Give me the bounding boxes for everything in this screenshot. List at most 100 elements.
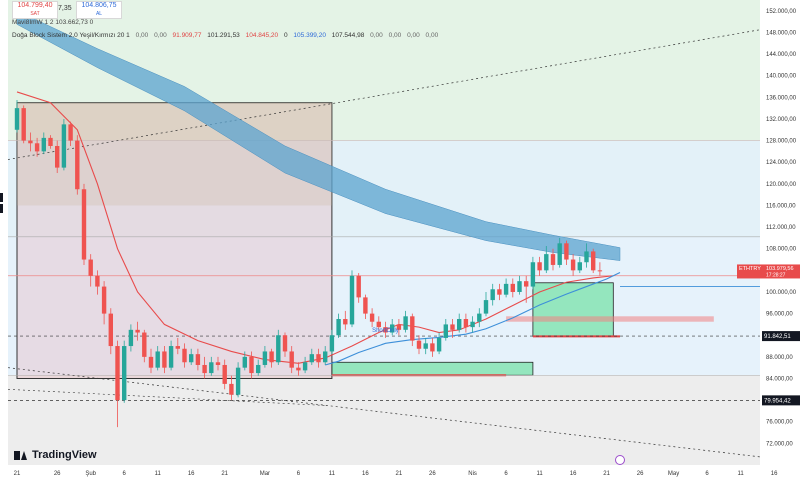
x-tick-label: Şub — [85, 471, 96, 477]
candle-body — [410, 316, 415, 341]
trendline-upper — [7, 29, 761, 160]
candle-body — [48, 137, 53, 146]
x-tick-label: 21 — [396, 471, 403, 477]
candle-body — [497, 289, 502, 295]
candle-body — [68, 124, 73, 141]
candle-body — [269, 351, 274, 363]
candle-body — [55, 145, 60, 168]
y-tick-label: 148.000,00 — [766, 30, 797, 36]
x-tick-label: 11 — [329, 471, 336, 477]
candle-body — [416, 340, 422, 349]
y-tick-label: 72.000,00 — [766, 441, 793, 447]
x-tick-label: 6 — [297, 471, 301, 477]
y-tick-label: 136.000,00 — [766, 95, 797, 101]
candle-body — [222, 364, 227, 384]
y-tick-label: 112.000,00 — [766, 225, 796, 231]
y-tick-label: 120.000,00 — [766, 182, 797, 188]
sell-label: SAT — [30, 11, 40, 17]
candle-body — [162, 351, 167, 368]
candle-body — [309, 354, 314, 363]
candle-body — [148, 356, 154, 368]
x-tick-label: 6 — [504, 471, 508, 477]
candle-body — [329, 335, 335, 352]
x-tick-label: Mar — [260, 471, 270, 477]
candle-body — [108, 313, 113, 347]
candle-body — [61, 124, 67, 168]
candle-body — [463, 319, 469, 328]
candle-body — [597, 270, 603, 272]
buy-button[interactable]: 104.806,75 AL — [76, 1, 122, 19]
candle-body — [503, 283, 509, 295]
level-price-label-bg — [762, 331, 800, 342]
candle-body — [88, 259, 93, 276]
y-tick-label: 140.000,00 — [766, 74, 797, 80]
candle-body — [95, 275, 100, 287]
x-tick-label: 11 — [737, 471, 744, 477]
candle-body — [296, 367, 301, 371]
candle-body — [256, 364, 261, 374]
price-axis-bg — [760, 0, 800, 480]
candle-body — [115, 346, 120, 401]
candle-body — [41, 137, 46, 152]
candle-body — [168, 346, 174, 368]
candle-body — [316, 354, 321, 363]
candle-body — [403, 316, 408, 330]
candle-body — [430, 343, 435, 352]
x-tick-label: 26 — [54, 471, 61, 477]
x-tick-label: Nis — [468, 471, 477, 477]
cloud-ribbon — [16, 10, 621, 261]
candle-body — [537, 262, 542, 271]
candle-body — [457, 319, 462, 330]
candle-body — [577, 262, 582, 271]
candle-body — [195, 354, 201, 365]
candle-body — [591, 251, 596, 271]
x-tick-label: 11 — [536, 471, 543, 477]
x-tick-label: 16 — [570, 471, 577, 477]
x-tick-label: 21 — [14, 471, 21, 477]
candle-body — [356, 275, 361, 298]
bear-zone — [506, 316, 714, 322]
y-tick-label: 116.000,00 — [766, 203, 796, 209]
candle-body — [189, 354, 194, 363]
candle-body — [450, 324, 455, 330]
x-tick-label: 6 — [123, 471, 127, 477]
candle-body — [175, 346, 180, 349]
y-tick-label: 132.000,00 — [766, 117, 797, 123]
left-edge-markers — [0, 193, 3, 215]
candle-body — [470, 321, 475, 328]
candle-body — [564, 243, 569, 260]
tradingview-logo-icon — [14, 450, 28, 460]
tradingview-logo-text: TradingView — [32, 449, 97, 461]
candle-body — [202, 364, 207, 374]
x-tick-label: 21 — [603, 471, 610, 477]
sell-button[interactable]: 104.799,40 SAT — [12, 1, 58, 19]
last-price-label-bg — [737, 264, 800, 279]
candle-body — [436, 337, 442, 352]
y-tick-label: 96.000,00 — [766, 312, 793, 318]
candle-body — [423, 343, 428, 349]
candle-body — [443, 324, 448, 338]
y-tick-label: 128.000,00 — [766, 139, 797, 145]
trendline-lower — [7, 367, 761, 458]
candle-body — [570, 259, 576, 271]
candle-body — [182, 348, 187, 363]
candle-body — [376, 321, 381, 328]
candle-body — [229, 383, 234, 395]
event-marker-icon — [615, 455, 625, 465]
candle-body — [101, 286, 107, 314]
candle-body — [249, 356, 254, 374]
candle-body — [323, 351, 328, 363]
x-tick-label: 26 — [429, 471, 436, 477]
ma-blue-line — [325, 272, 621, 366]
x-tick-label: 16 — [188, 471, 195, 477]
last-price-label: 103.979,56 — [766, 266, 794, 272]
candle-body — [343, 319, 348, 325]
x-tick-label: 16 — [771, 471, 778, 477]
level-price-label: 79.954,42 — [764, 398, 791, 404]
candle-body — [524, 281, 529, 287]
y-tick-label: 152.000,00 — [766, 9, 797, 15]
y-tick-label: 108.000,00 — [766, 247, 797, 253]
x-tick-label: May — [668, 471, 679, 477]
x-tick-label: 16 — [362, 471, 369, 477]
